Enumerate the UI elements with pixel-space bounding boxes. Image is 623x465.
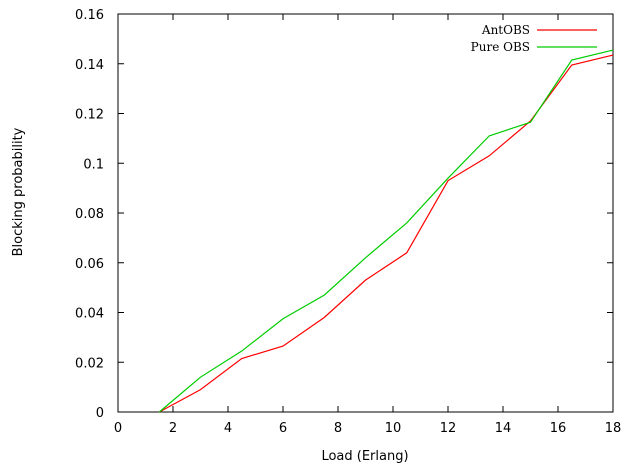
y-tick-label: 0.14	[75, 58, 104, 73]
y-tick-label: 0.08	[75, 207, 104, 222]
x-tick-label: 0	[114, 421, 122, 436]
x-tick-label: 6	[279, 421, 287, 436]
x-axis-title: Load (Erlang)	[321, 449, 408, 464]
x-tick-label: 16	[550, 421, 567, 436]
legend-label: Pure OBS	[471, 40, 530, 54]
x-tick-label: 12	[440, 421, 457, 436]
y-tick-label: 0.04	[75, 307, 104, 322]
y-tick-label: 0.12	[75, 108, 104, 123]
x-tick-label: 14	[495, 421, 512, 436]
y-axis-title: Blocking probability	[11, 127, 26, 256]
x-tick-label: 8	[334, 421, 342, 436]
y-axis-ticks: 0 0.02 0.04 0.06 0.08 0.1 0.12 0.14 0.16	[75, 8, 613, 421]
y-tick-label: 0.1	[83, 157, 104, 172]
y-tick-label: 0.02	[75, 356, 104, 371]
series-line-1	[158, 49, 614, 413]
y-tick-label: 0	[96, 406, 104, 421]
plot-frame	[117, 13, 614, 413]
y-tick-label: 0.16	[75, 8, 104, 23]
x-tick-label: 2	[169, 421, 177, 436]
x-tick-label: 10	[385, 421, 402, 436]
x-tick-label: 18	[605, 421, 622, 436]
series-lines	[158, 49, 614, 413]
y-tick-label: 0.06	[75, 257, 104, 272]
x-axis-ticks: 0 2 4 6 8 10 12 14 16 18	[114, 14, 621, 436]
legend: AntOBS Pure OBS	[471, 23, 597, 54]
series-line-0	[158, 54, 614, 413]
x-tick-label: 4	[224, 421, 232, 436]
legend-label: AntOBS	[481, 23, 530, 37]
